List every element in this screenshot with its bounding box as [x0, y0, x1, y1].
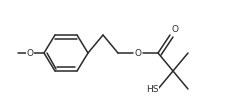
Text: O: O [134, 49, 141, 58]
Text: O: O [172, 26, 178, 35]
Text: O: O [26, 49, 34, 58]
Text: HS: HS [146, 85, 158, 94]
